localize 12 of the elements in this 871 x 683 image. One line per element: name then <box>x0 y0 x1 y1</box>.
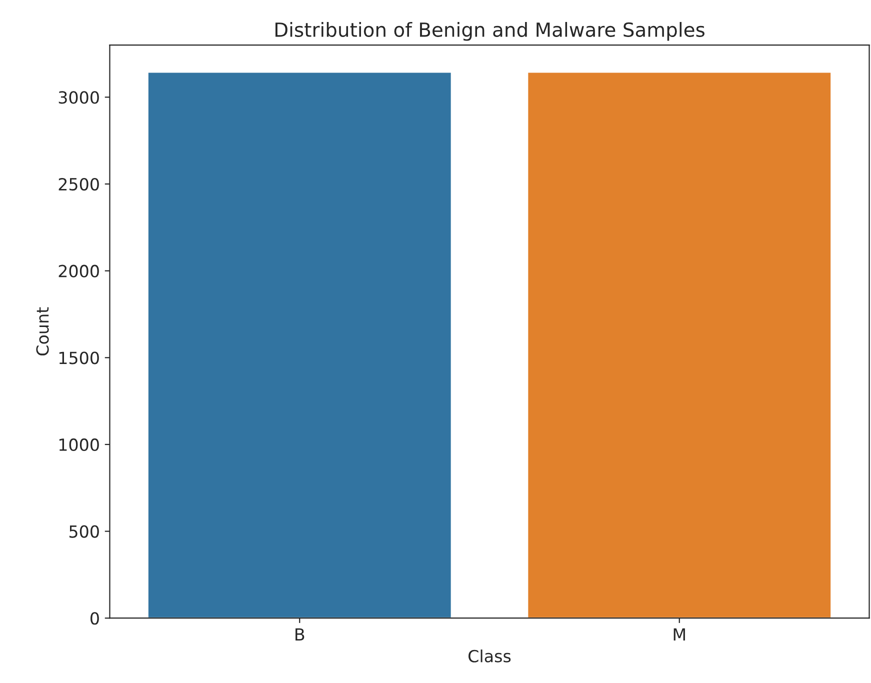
y-tick-label: 1000 <box>59 438 99 452</box>
y-tick-label: 500 <box>70 525 99 538</box>
x-tick-label: B <box>296 628 304 640</box>
chart-title: Distribution of Benign and Malware Samples <box>275 22 704 41</box>
x-tick-label: M <box>674 628 685 640</box>
x-axis-title: Class <box>468 650 511 662</box>
y-tick-label: 3000 <box>58 91 99 104</box>
y-tick-label: 2500 <box>58 178 99 191</box>
y-tick-label: 1500 <box>59 352 99 364</box>
y-tick-label: 0 <box>90 612 99 625</box>
y-tick-label: 2000 <box>58 264 99 278</box>
y-axis-title: Count <box>36 307 49 356</box>
